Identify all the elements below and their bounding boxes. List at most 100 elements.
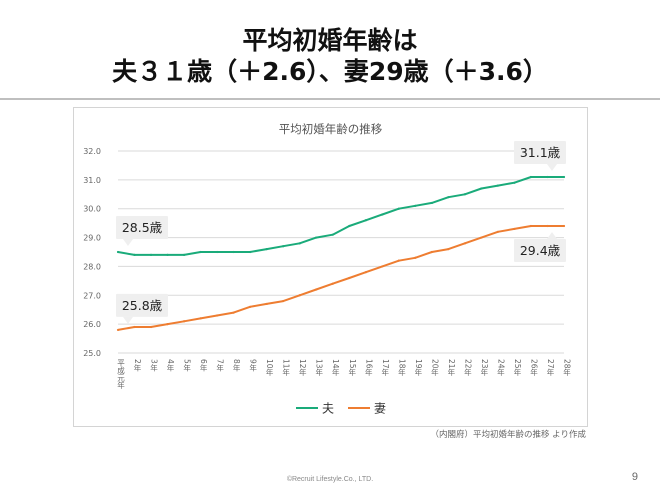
data-point <box>331 282 334 285</box>
y-tick-label: 30.0 <box>83 205 101 214</box>
callout-label: 29.4歳 <box>520 243 561 258</box>
footer-copyright: ©Recruit Lifestyle.Co., LTD. <box>286 476 374 483</box>
data-point <box>348 224 351 228</box>
x-tick-label: 20年 <box>430 359 439 377</box>
heading-divider <box>0 98 660 100</box>
y-tick-label: 29.0 <box>83 234 101 243</box>
data-point <box>496 184 500 187</box>
data-point <box>182 253 186 256</box>
data-point <box>364 219 367 222</box>
data-point <box>348 276 351 280</box>
callout-pointer <box>547 232 557 240</box>
x-tick-label: 18年 <box>397 359 406 377</box>
data-point <box>182 320 186 323</box>
data-point <box>447 248 450 251</box>
data-point <box>199 317 202 320</box>
data-point <box>463 193 466 196</box>
data-point <box>282 299 285 303</box>
data-point <box>397 207 400 210</box>
x-tick-label: 23年 <box>480 359 489 377</box>
data-point <box>149 253 153 256</box>
x-tick-label: 24年 <box>496 359 505 377</box>
callout-box <box>116 293 168 317</box>
callout-label: 28.5歳 <box>122 220 163 235</box>
data-point <box>265 248 268 251</box>
x-tick-label: 21年 <box>447 359 456 377</box>
x-tick-label: 平成元年 <box>116 359 125 391</box>
x-tick-label: 3年 <box>149 359 158 372</box>
callout-pointer <box>123 239 133 246</box>
data-point <box>199 250 202 254</box>
callout-label: 25.8歳 <box>122 298 163 313</box>
data-point <box>381 265 384 268</box>
data-point <box>480 236 483 239</box>
x-tick-label: 27年 <box>546 359 555 377</box>
x-tick-label: 15年 <box>348 359 357 377</box>
x-tick-label: 10年 <box>265 359 274 377</box>
data-point <box>282 245 285 248</box>
line-chart: 平均初婚年齢の推移 25.0 26.0 27.0 28.0 29.0 30.0 31.0 32.… <box>83 122 571 416</box>
data-point <box>430 250 433 254</box>
y-tick-label: 31.0 <box>83 176 101 185</box>
source-note: （内閣府）平均初婚年齢の推移 より作成 <box>430 430 586 440</box>
data-point <box>133 253 136 256</box>
x-tick-label: 12年 <box>298 359 307 377</box>
data-point <box>513 181 516 184</box>
data-point <box>249 250 252 254</box>
y-tick-label: 28.0 <box>83 262 101 271</box>
x-tick-label: 19年 <box>414 359 423 377</box>
series-line-1 <box>117 225 564 331</box>
x-tick-label: 8年 <box>232 359 241 372</box>
x-tick-label: 13年 <box>314 359 323 377</box>
data-point <box>546 224 549 228</box>
data-point <box>232 250 235 254</box>
data-point <box>447 196 450 199</box>
data-point <box>232 311 235 314</box>
x-tick-label: 11年 <box>281 359 290 377</box>
x-tick-label: 14年 <box>331 359 340 377</box>
data-point <box>331 233 334 236</box>
data-point <box>546 175 549 179</box>
series-line-0 <box>117 176 564 256</box>
callout-box <box>116 216 168 239</box>
data-point <box>133 325 136 329</box>
data-point <box>166 253 169 256</box>
y-tick-label: 27.0 <box>83 291 101 300</box>
x-tick-label: 16年 <box>364 359 373 377</box>
data-point <box>216 314 219 317</box>
data-point <box>513 227 516 231</box>
x-tick-label: 5年 <box>182 359 191 372</box>
y-tick-label: 32.0 <box>83 147 101 156</box>
y-tick-label: 25.0 <box>83 349 101 358</box>
callout-label: 31.1歳 <box>520 145 561 160</box>
callout-pointer <box>123 316 133 324</box>
data-point <box>298 294 301 297</box>
slide-heading-line-1: 平均初婚年齢は <box>242 26 418 55</box>
data-point <box>562 224 566 228</box>
data-point <box>116 250 120 254</box>
data-point <box>529 224 533 228</box>
x-tick-label: 6年 <box>199 359 208 372</box>
callout-box <box>514 140 566 164</box>
page-number: 9 <box>631 471 638 483</box>
data-point <box>315 236 318 239</box>
data-point <box>480 187 483 190</box>
data-point <box>265 302 268 306</box>
data-point <box>315 288 318 291</box>
slide-heading-line-2: 夫３１歳（＋2.6）、妻29歳（＋3.6） <box>112 57 548 86</box>
x-tick-label: 26年 <box>529 359 538 377</box>
legend-label-1: 妻 <box>374 402 386 416</box>
x-tick-label: 2年 <box>133 359 142 372</box>
data-point <box>562 175 566 179</box>
x-tick-label: 7年 <box>215 359 224 372</box>
data-point <box>298 242 301 245</box>
data-point <box>529 175 533 179</box>
x-tick-label: 17年 <box>381 359 390 377</box>
x-tick-label: 28年 <box>562 359 571 377</box>
x-tick-label: 4年 <box>166 359 175 372</box>
data-point <box>496 230 500 233</box>
data-point <box>216 250 219 254</box>
data-point <box>149 325 153 329</box>
data-point <box>166 323 169 326</box>
x-tick-label: 25年 <box>513 359 522 377</box>
